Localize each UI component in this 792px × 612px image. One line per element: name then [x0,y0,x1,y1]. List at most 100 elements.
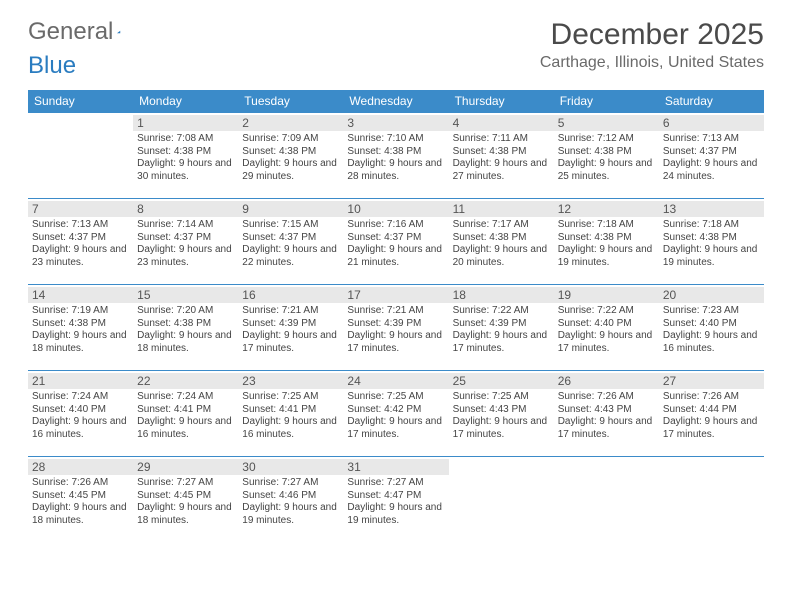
sunset-text: Sunset: 4:39 PM [242,318,339,331]
daylight-text: Daylight: 9 hours and 20 minutes. [453,244,550,269]
day-number: 16 [238,287,343,303]
calendar-week-row: 28Sunrise: 7:26 AMSunset: 4:45 PMDayligh… [28,457,764,543]
day-number: 20 [659,287,764,303]
day-number: 1 [133,115,238,131]
logo-sail-icon [117,22,121,42]
day-number: 30 [238,459,343,475]
sunrise-text: Sunrise: 7:25 AM [242,391,339,404]
sunrise-text: Sunrise: 7:13 AM [32,219,129,232]
day-details: Sunrise: 7:24 AMSunset: 4:41 PMDaylight:… [137,391,234,441]
calendar-day-cell: 15Sunrise: 7:20 AMSunset: 4:38 PMDayligh… [133,285,238,371]
calendar-day-cell: 11 Sunrise: 7:17 AMSunset: 4:38 PMDayligh… [449,199,554,285]
sunrise-text: Sunrise: 7:26 AM [558,391,655,404]
sunrise-text: Sunrise: 7:10 AM [347,133,444,146]
day-details: Sunrise: 7:08 AMSunset: 4:38 PMDaylight:… [137,133,234,183]
weekday-header: Saturday [659,90,764,113]
day-number: 19 [554,287,659,303]
day-number: 3 [343,115,448,131]
daylight-text: Daylight: 9 hours and 17 minutes. [453,330,550,355]
daylight-text: Daylight: 9 hours and 28 minutes. [347,158,444,183]
sunrise-text: Sunrise: 7:16 AM [347,219,444,232]
sunset-text: Sunset: 4:38 PM [453,232,550,245]
day-details: Sunrise: 7:26 AMSunset: 4:43 PMDaylight:… [558,391,655,441]
calendar-day-cell: 28Sunrise: 7:26 AMSunset: 4:45 PMDayligh… [28,457,133,543]
day-number: 13 [659,201,764,217]
calendar-day-cell: 25Sunrise: 7:25 AMSunset: 4:43 PMDayligh… [449,371,554,457]
sunset-text: Sunset: 4:38 PM [453,146,550,159]
day-details: Sunrise: 7:18 AMSunset: 4:38 PMDaylight:… [663,219,760,269]
calendar-table: SundayMondayTuesdayWednesdayThursdayFrid… [28,90,764,543]
daylight-text: Daylight: 9 hours and 17 minutes. [347,330,444,355]
daylight-text: Daylight: 9 hours and 30 minutes. [137,158,234,183]
day-details: Sunrise: 7:21 AMSunset: 4:39 PMDaylight:… [242,305,339,355]
sunrise-text: Sunrise: 7:23 AM [663,305,760,318]
calendar-week-row: 21Sunrise: 7:24 AMSunset: 4:40 PMDayligh… [28,371,764,457]
day-details: Sunrise: 7:24 AMSunset: 4:40 PMDaylight:… [32,391,129,441]
day-details: Sunrise: 7:11 AMSunset: 4:38 PMDaylight:… [453,133,550,183]
day-details: Sunrise: 7:25 AMSunset: 4:42 PMDaylight:… [347,391,444,441]
sunrise-text: Sunrise: 7:26 AM [663,391,760,404]
sunset-text: Sunset: 4:38 PM [558,146,655,159]
calendar-day-cell [449,457,554,543]
sunrise-text: Sunrise: 7:24 AM [32,391,129,404]
weekday-header: Wednesday [343,90,448,113]
sunrise-text: Sunrise: 7:22 AM [558,305,655,318]
calendar-day-cell: 21Sunrise: 7:24 AMSunset: 4:40 PMDayligh… [28,371,133,457]
sunset-text: Sunset: 4:38 PM [663,232,760,245]
sunrise-text: Sunrise: 7:21 AM [242,305,339,318]
sunset-text: Sunset: 4:37 PM [32,232,129,245]
calendar-day-cell: 27Sunrise: 7:26 AMSunset: 4:44 PMDayligh… [659,371,764,457]
sunrise-text: Sunrise: 7:20 AM [137,305,234,318]
sunset-text: Sunset: 4:38 PM [558,232,655,245]
sunset-text: Sunset: 4:39 PM [347,318,444,331]
sunrise-text: Sunrise: 7:27 AM [347,477,444,490]
day-number: 10 [343,201,448,217]
sunrise-text: Sunrise: 7:27 AM [137,477,234,490]
title-block: December 2025 Carthage, Illinois, United… [540,18,764,72]
day-details: Sunrise: 7:22 AMSunset: 4:40 PMDaylight:… [558,305,655,355]
day-number: 2 [238,115,343,131]
daylight-text: Daylight: 9 hours and 19 minutes. [242,502,339,527]
day-number: 11 [449,201,554,217]
day-details: Sunrise: 7:22 AMSunset: 4:39 PMDaylight:… [453,305,550,355]
calendar-week-row: 1Sunrise: 7:08 AMSunset: 4:38 PMDaylight… [28,113,764,199]
sunrise-text: Sunrise: 7:22 AM [453,305,550,318]
day-details: Sunrise: 7:18 AMSunset: 4:38 PMDaylight:… [558,219,655,269]
day-number: 22 [133,373,238,389]
day-details: Sunrise: 7:21 AMSunset: 4:39 PMDaylight:… [347,305,444,355]
daylight-text: Daylight: 9 hours and 17 minutes. [558,416,655,441]
sunrise-text: Sunrise: 7:21 AM [347,305,444,318]
sunrise-text: Sunrise: 7:25 AM [347,391,444,404]
day-details: Sunrise: 7:23 AMSunset: 4:40 PMDaylight:… [663,305,760,355]
day-number: 31 [343,459,448,475]
sunrise-text: Sunrise: 7:19 AM [32,305,129,318]
day-details: Sunrise: 7:14 AMSunset: 4:37 PMDaylight:… [137,219,234,269]
sunrise-text: Sunrise: 7:08 AM [137,133,234,146]
sunset-text: Sunset: 4:40 PM [32,404,129,417]
day-details: Sunrise: 7:13 AMSunset: 4:37 PMDaylight:… [663,133,760,183]
day-details: Sunrise: 7:27 AMSunset: 4:47 PMDaylight:… [347,477,444,527]
daylight-text: Daylight: 9 hours and 16 minutes. [663,330,760,355]
sunrise-text: Sunrise: 7:15 AM [242,219,339,232]
daylight-text: Daylight: 9 hours and 19 minutes. [663,244,760,269]
day-details: Sunrise: 7:15 AMSunset: 4:37 PMDaylight:… [242,219,339,269]
calendar-day-cell [554,457,659,543]
sunset-text: Sunset: 4:40 PM [663,318,760,331]
calendar-body: 1Sunrise: 7:08 AMSunset: 4:38 PMDaylight… [28,113,764,543]
day-details: Sunrise: 7:17 AMSunset: 4:38 PMDaylight:… [453,219,550,269]
day-details: Sunrise: 7:09 AMSunset: 4:38 PMDaylight:… [242,133,339,183]
daylight-text: Daylight: 9 hours and 17 minutes. [663,416,760,441]
sunrise-text: Sunrise: 7:24 AM [137,391,234,404]
sunset-text: Sunset: 4:46 PM [242,490,339,503]
sunset-text: Sunset: 4:45 PM [32,490,129,503]
daylight-text: Daylight: 9 hours and 25 minutes. [558,158,655,183]
daylight-text: Daylight: 9 hours and 16 minutes. [137,416,234,441]
day-details: Sunrise: 7:25 AMSunset: 4:41 PMDaylight:… [242,391,339,441]
page: General December 2025 Carthage, Illinois… [0,0,792,543]
day-details: Sunrise: 7:16 AMSunset: 4:37 PMDaylight:… [347,219,444,269]
daylight-text: Daylight: 9 hours and 21 minutes. [347,244,444,269]
daylight-text: Daylight: 9 hours and 23 minutes. [32,244,129,269]
sunrise-text: Sunrise: 7:26 AM [32,477,129,490]
day-number: 23 [238,373,343,389]
sunset-text: Sunset: 4:43 PM [453,404,550,417]
